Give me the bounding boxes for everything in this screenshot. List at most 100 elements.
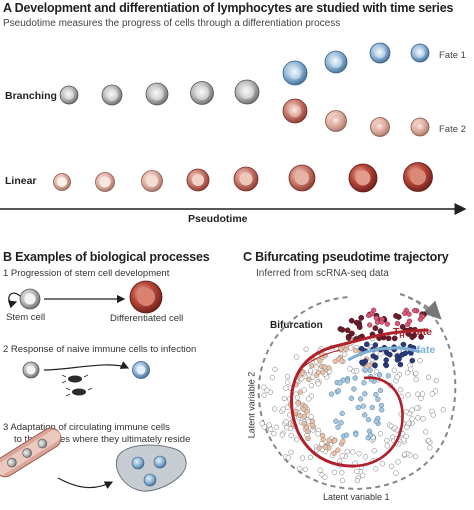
scatter-point xyxy=(365,312,372,319)
scatter-point xyxy=(425,374,432,380)
scatter-point xyxy=(261,384,267,390)
scatter-point xyxy=(406,311,412,317)
scatter-point xyxy=(297,389,303,395)
scatter-point xyxy=(393,470,399,476)
tissue-organ-icon xyxy=(116,444,187,492)
scatter-point xyxy=(361,380,367,386)
scatter-point xyxy=(335,388,342,394)
scatter-point xyxy=(376,372,383,378)
th1-trajectory-line xyxy=(290,328,429,468)
th1-fate-sub: H xyxy=(399,333,405,341)
tfh-trajectory-line xyxy=(347,346,421,362)
scatter-point xyxy=(423,429,429,435)
scatter-point xyxy=(360,403,366,409)
scatter-point xyxy=(362,412,368,418)
scatter-point xyxy=(440,407,446,413)
scatter-point xyxy=(356,324,363,331)
scatter-point xyxy=(301,387,307,393)
scatter-point xyxy=(301,420,307,427)
scatter-point xyxy=(394,357,401,363)
scatter-point xyxy=(348,317,355,324)
scatter-point xyxy=(293,408,299,415)
scatter-point xyxy=(313,364,320,370)
scatter-point xyxy=(328,391,335,397)
tissue-adaptation-diagram xyxy=(0,427,187,492)
scatter-point xyxy=(339,470,345,476)
scatter-point xyxy=(402,310,408,316)
panel-b-illustrations xyxy=(0,280,187,492)
scatter-point xyxy=(393,313,399,319)
scatter-point xyxy=(366,362,372,369)
scatter-point xyxy=(284,373,291,380)
scatter-point xyxy=(383,362,390,369)
scatter-point xyxy=(261,392,267,398)
scatter-point xyxy=(358,315,365,321)
scatter-point xyxy=(385,373,391,379)
scatter-point xyxy=(403,409,409,415)
scatter-point xyxy=(273,424,280,430)
scatter-point xyxy=(405,392,411,398)
scatter-point xyxy=(373,391,379,398)
scatter-point xyxy=(308,382,315,389)
scatter-point xyxy=(326,437,332,443)
scatter-point xyxy=(341,351,348,357)
scatter-point xyxy=(385,335,392,342)
scatter-point xyxy=(372,342,379,348)
scatter-point xyxy=(377,387,384,394)
scatter-point xyxy=(375,396,381,402)
scatter-point xyxy=(364,341,370,348)
scatter-point xyxy=(315,369,322,376)
scatter-point xyxy=(284,379,291,385)
scatter-point xyxy=(349,330,355,337)
row-label-linear: Linear xyxy=(5,175,37,187)
scatter-point xyxy=(283,385,289,391)
scatter-point xyxy=(301,413,307,419)
scatter-point xyxy=(320,369,326,375)
scatter-point xyxy=(370,353,376,359)
scatter-point xyxy=(427,444,433,451)
scatter-point xyxy=(307,454,314,461)
scatter-point xyxy=(397,361,404,368)
panel-a-title: A Development and differentiation of lym… xyxy=(3,1,454,15)
scatter-point xyxy=(394,320,401,327)
scatter-point xyxy=(403,433,409,440)
scatter-point xyxy=(333,418,339,424)
scatter-point xyxy=(299,370,306,376)
scatter-point xyxy=(306,396,312,402)
scatter-point xyxy=(331,438,338,444)
scatter-point xyxy=(303,424,310,431)
scatter-point xyxy=(347,366,353,372)
scatter-point xyxy=(295,400,301,406)
scatter-point xyxy=(303,346,309,352)
scatter-point xyxy=(339,477,346,484)
scatter-point xyxy=(353,368,360,374)
scatter-point xyxy=(339,358,345,364)
scatter-point xyxy=(372,466,379,472)
scatter-point xyxy=(319,432,326,439)
scatter-point xyxy=(307,368,314,374)
scatter-point xyxy=(384,321,390,327)
pathogen-icon xyxy=(61,374,93,397)
scatter-point xyxy=(315,381,321,387)
scatter-point xyxy=(281,395,288,402)
scatter-point xyxy=(322,364,328,370)
scatter-point xyxy=(362,391,368,397)
scatter-point xyxy=(335,424,341,430)
scatter-point xyxy=(409,334,416,340)
scatter-point xyxy=(350,449,356,455)
scatter-point xyxy=(413,376,419,383)
scatter-point xyxy=(337,380,343,386)
scatter-point xyxy=(409,416,415,422)
bifurcation-label: Bifurcation xyxy=(270,320,323,331)
scatter-point xyxy=(377,431,384,437)
scatter-point xyxy=(409,407,415,413)
tfh-fate-letter: T xyxy=(398,344,405,356)
scatter-point xyxy=(414,405,420,411)
scatter-point xyxy=(266,422,272,428)
scatter-point xyxy=(335,447,341,453)
fate-1-label: Fate 1 xyxy=(439,50,466,61)
process-3-label-line2: to the tissues where they ultimately res… xyxy=(14,434,191,445)
scatter-point xyxy=(408,366,414,372)
scatter-point xyxy=(279,432,285,438)
scatter-point xyxy=(372,325,379,331)
